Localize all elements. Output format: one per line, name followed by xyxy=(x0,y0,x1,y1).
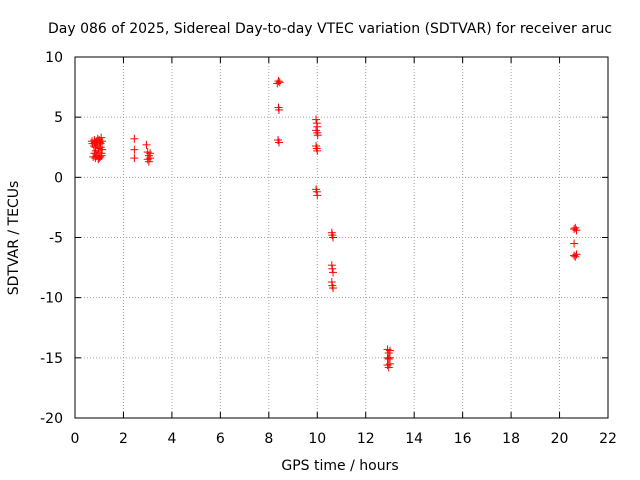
x-tick-label: 0 xyxy=(71,431,80,447)
data-point xyxy=(130,134,139,143)
data-point xyxy=(274,105,283,114)
data-point xyxy=(90,149,99,158)
y-tick-label: -10 xyxy=(40,291,63,307)
data-point xyxy=(97,133,106,142)
x-tick-label: 14 xyxy=(405,431,423,447)
y-tick-label: -15 xyxy=(40,351,63,367)
x-tick-label: 6 xyxy=(216,431,225,447)
data-point xyxy=(98,145,107,154)
axes xyxy=(74,56,609,419)
data-point xyxy=(94,148,103,157)
y-tick-label: 5 xyxy=(54,110,63,126)
data-point xyxy=(313,191,322,200)
data-point xyxy=(142,140,151,149)
x-tick-label: 22 xyxy=(599,431,617,447)
y-tick-label: 10 xyxy=(45,50,63,66)
data-point xyxy=(313,146,322,155)
data-point xyxy=(572,226,581,235)
x-tick-label: 4 xyxy=(167,431,176,447)
data-point xyxy=(384,363,393,372)
data-point xyxy=(96,139,105,148)
x-tick-label: 16 xyxy=(454,431,472,447)
data-points xyxy=(87,77,581,372)
data-point xyxy=(572,250,581,259)
data-point xyxy=(328,264,337,273)
y-tick-label: 0 xyxy=(54,170,63,186)
tick-labels: 0 2 4 6 8 10 12 14 16 18 20 22 -20 -15 -10 -5 0 5 10 xyxy=(40,50,617,447)
data-point xyxy=(274,138,283,147)
data-point xyxy=(384,355,393,364)
data-point xyxy=(274,77,283,86)
grid-lines xyxy=(75,57,608,418)
x-tick-label: 18 xyxy=(502,431,520,447)
data-point xyxy=(312,115,321,124)
x-tick-label: 20 xyxy=(551,431,569,447)
y-axis-label: SDTVAR / TECUs xyxy=(6,181,22,296)
data-point xyxy=(385,346,394,355)
data-point xyxy=(144,157,153,166)
data-point xyxy=(130,145,139,154)
x-tick-label: 8 xyxy=(264,431,273,447)
x-tick-label: 10 xyxy=(308,431,326,447)
x-tick-label: 2 xyxy=(119,431,128,447)
data-point xyxy=(329,268,338,277)
data-point xyxy=(91,143,100,152)
data-point xyxy=(130,154,139,163)
x-tick-label: 12 xyxy=(357,431,375,447)
data-point xyxy=(146,154,155,163)
data-point xyxy=(329,284,338,293)
data-point xyxy=(329,233,338,242)
x-axis-label: GPS time / hours xyxy=(281,458,398,474)
data-point xyxy=(96,152,105,161)
data-point xyxy=(93,134,102,143)
chart-title: Day 086 of 2025, Sidereal Day-to-day VTE… xyxy=(48,21,612,37)
data-point xyxy=(385,359,394,368)
data-point xyxy=(313,131,322,140)
data-point xyxy=(275,78,284,87)
y-tick-label: -5 xyxy=(49,231,63,247)
data-point xyxy=(570,239,579,248)
y-tick-label: -20 xyxy=(40,411,63,427)
